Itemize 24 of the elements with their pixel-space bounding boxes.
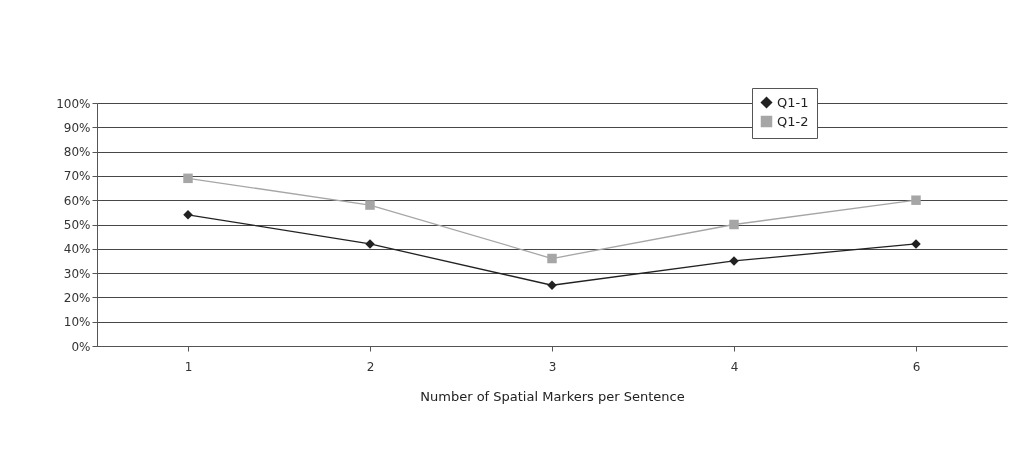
y-tick-label: 40% <box>63 242 91 257</box>
y-tick-label: 70% <box>63 169 91 184</box>
legend-label: Q1-2 <box>777 113 809 129</box>
x-tick-label: 3 <box>548 359 557 374</box>
point <box>183 173 193 184</box>
point <box>365 200 375 210</box>
y-tick-label: 20% <box>63 290 91 305</box>
y-tick-label: 30% <box>63 266 91 281</box>
y-tick-label: 100% <box>56 96 91 111</box>
point <box>547 253 557 264</box>
legend-label: Q1-1 <box>777 94 809 110</box>
y-tick-label: 60% <box>63 193 91 208</box>
point <box>729 219 739 230</box>
x-tick-label: 1 <box>184 359 193 374</box>
x-axis-title: Number of Spatial Markers per Sentence <box>420 388 685 404</box>
x-tick-label: 4 <box>730 359 739 374</box>
point <box>911 195 921 205</box>
x-tick-label: 6 <box>912 359 921 374</box>
y-tick-label: 90% <box>63 120 91 135</box>
y-tick-label: 10% <box>63 315 91 330</box>
y-tick-label: 50% <box>63 218 91 232</box>
y-tick-label: 0% <box>71 339 91 354</box>
x-tick-label: 2 <box>366 359 375 374</box>
y-tick-label: 80% <box>63 145 91 160</box>
